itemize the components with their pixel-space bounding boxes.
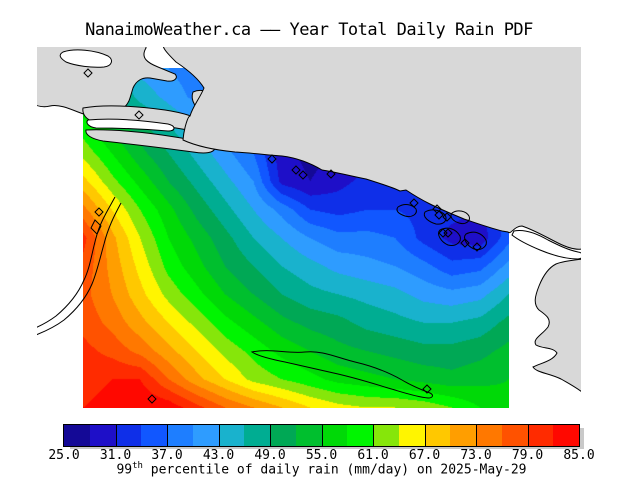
station-diamond-marker — [409, 198, 419, 208]
colorbar-tick — [167, 425, 168, 446]
island-arm-lower — [85, 129, 216, 154]
station-diamond-marker — [94, 207, 104, 217]
colorbar-cell — [244, 425, 270, 446]
colorbar-cell — [167, 425, 193, 446]
mainland-inlet — [511, 230, 581, 260]
station-diamond-marker — [298, 170, 308, 180]
colorbar-tick — [424, 425, 426, 446]
mainland-south-arm — [532, 258, 581, 392]
station-diamond-marker — [422, 384, 432, 394]
colorbar-tick — [321, 425, 323, 446]
inlet-squiggle — [250, 350, 433, 399]
station-markers — [83, 68, 482, 404]
colorbar-cell — [553, 425, 579, 446]
colorbar-tick-label: 61.0 — [357, 448, 389, 463]
colorbar-tick-label: 25.0 — [48, 448, 80, 463]
station-diamond-marker — [83, 68, 93, 78]
colorbar-cell — [424, 425, 451, 446]
west-coast-islet — [90, 219, 102, 235]
station-diamond-marker — [291, 165, 301, 175]
caption-superscript: th — [132, 461, 143, 471]
colorbar-tick-label: 73.0 — [460, 448, 492, 463]
colorbar-cell — [64, 425, 90, 446]
colorbar-tick-label: 43.0 — [202, 448, 235, 463]
caption-text: percentile of daily rain (mm/day) on 202… — [142, 462, 527, 478]
west-coast-line-2 — [37, 202, 122, 336]
colorbar-cell — [295, 425, 322, 446]
white-islet — [59, 49, 112, 68]
colorbar-cell — [321, 425, 348, 446]
colorbar-cell — [347, 425, 373, 446]
page-title: NanaimoWeather.ca –– Year Total Daily Ra… — [85, 20, 533, 40]
station-diamond-marker — [326, 169, 336, 179]
colorbar-cell — [450, 425, 476, 446]
colorbar-cell — [192, 425, 219, 446]
colorbar-tick — [115, 425, 117, 446]
gulf-islands-outline — [396, 204, 487, 250]
colorbar-cell — [270, 425, 296, 446]
station-diamond-marker — [134, 110, 144, 120]
colorbar-cell — [141, 425, 167, 446]
colorbar-tick-label: 85.0 — [563, 448, 595, 463]
station-diamond-marker — [147, 394, 157, 404]
colorbar-tick-label: 49.0 — [254, 448, 286, 463]
colorbar-caption: 99th percentile of daily rain (mm/day) o… — [63, 461, 580, 477]
colorbar-tick-label: 79.0 — [511, 448, 544, 463]
colorbar-tick-label: 37.0 — [151, 448, 183, 463]
colorbar-tick — [527, 425, 529, 446]
colorbar-tick-label: 31.0 — [99, 448, 132, 463]
colorbar-cell — [527, 425, 554, 446]
colorbar-tick — [476, 425, 477, 446]
colorbar-cell — [476, 425, 502, 446]
colorbar-tick-label: 67.0 — [408, 448, 441, 463]
station-diamond-marker — [443, 228, 453, 238]
colorbar-tick-labels: 25.0 31.0 37.0 43.0 49.0 55.0 61.0 67.0 73.0 79.0… — [0, 448, 640, 463]
mainland-land — [162, 47, 581, 250]
station-diamond-marker — [472, 242, 482, 252]
west-coast-line — [37, 196, 116, 328]
island-northwest-land — [37, 47, 177, 117]
colorbar-cell — [115, 425, 142, 446]
colorbar-cell — [218, 425, 245, 446]
station-diamond-marker — [460, 238, 470, 248]
colorbar-tick — [218, 425, 220, 446]
colorbar — [63, 424, 580, 447]
colorbar-tick — [270, 425, 271, 446]
station-diamond-marker — [442, 212, 452, 222]
colorbar-tick — [373, 425, 374, 446]
colorbar-cell — [89, 425, 116, 446]
colorbar-tick-label: 55.0 — [305, 448, 338, 463]
colorbar-cell — [373, 425, 399, 446]
colorbar-cell — [501, 425, 528, 446]
island-arm-channel — [86, 118, 175, 132]
station-diamond-marker — [434, 210, 444, 220]
caption-number: 99 — [116, 462, 133, 478]
station-diamond-marker — [267, 154, 277, 164]
colorbar-cell — [398, 425, 425, 446]
